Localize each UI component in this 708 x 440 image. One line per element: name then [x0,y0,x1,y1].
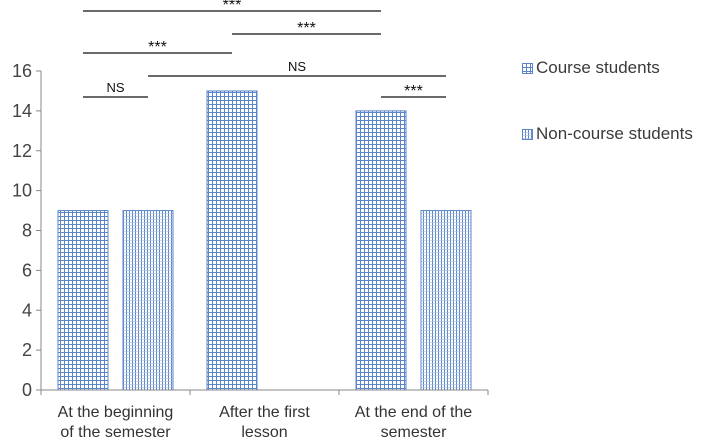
y-tick-label: 6 [22,260,32,280]
y-tick-label: 16 [12,61,32,81]
category-label: semester [381,424,447,440]
category-label: At the beginning [58,404,174,421]
y-tick-labels: 0 2 4 6 8 10 12 14 16 [12,61,32,400]
y-tick-label: 10 [12,181,32,201]
significance-brackets: *** *** *** NS *** NS [83,0,446,100]
legend-label-course: Course students [536,58,660,77]
bars-group [57,90,472,391]
y-tick-label: 2 [22,340,32,360]
significance-label: *** [404,83,423,100]
significance-label: NS [288,59,306,74]
category-labels: At the beginning of the semester After the… [58,404,473,440]
significance-label: *** [297,20,316,37]
bar-course-2 [355,110,407,391]
significance-label: *** [223,0,242,14]
significance-label: *** [148,39,167,56]
category-label: of the semester [60,424,171,440]
bar-noncourse-0 [122,210,174,391]
bar-noncourse-2 [420,210,472,391]
bar-course-0 [57,210,109,391]
legend: Course students Non-course students [522,58,708,190]
y-tick-label: 14 [12,101,32,121]
category-label: After the first [219,404,310,421]
significance-label: NS [106,80,124,95]
line-pattern-swatch [522,129,533,140]
axes-group [36,70,489,395]
y-tick-label: 4 [22,300,32,320]
legend-item-course: Course students [522,58,708,80]
category-label: At the end of the [355,404,473,421]
category-label: lesson [241,424,287,440]
y-tick-label: 12 [12,141,32,161]
bar-course-1 [206,90,258,391]
grid-pattern-swatch [522,63,533,74]
legend-label-noncourse: Non-course students [536,124,693,143]
legend-item-noncourse: Non-course students [522,124,708,146]
y-tick-label: 8 [22,221,32,241]
y-tick-label: 0 [22,380,32,400]
